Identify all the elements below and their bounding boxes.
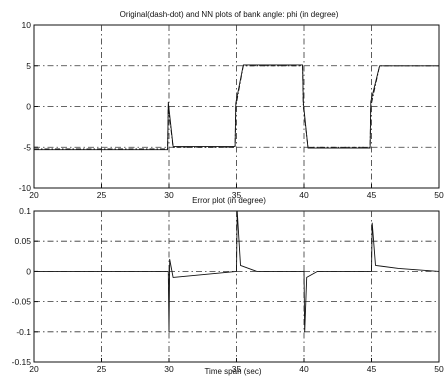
y-tick-label: 10 (22, 20, 32, 30)
x-tick-label: 25 (97, 364, 107, 374)
x-tick-label: 35 (232, 364, 242, 374)
y-tick-label: -5 (23, 142, 31, 152)
bank-angle-plot: Original(dash-dot) and NN plots of bank … (19, 10, 444, 200)
x-tick-label: 50 (434, 364, 444, 374)
x-tick-label: 25 (97, 190, 107, 200)
y-tick-label: 0.1 (19, 206, 31, 216)
nn-series-line (34, 64, 439, 151)
top-plot-title: Original(dash-dot) and NN plots of bank … (120, 10, 339, 19)
y-tick-label: -0.1 (16, 327, 31, 337)
y-tick-label: 5 (26, 61, 31, 71)
y-tick-label: 0.05 (14, 236, 31, 246)
y-tick-label: -0.05 (12, 297, 32, 307)
y-tick-label: -10 (19, 183, 32, 193)
x-tick-label: 35 (232, 190, 242, 200)
error-series-line (34, 210, 440, 333)
x-tick-label: 50 (434, 190, 444, 200)
x-axis-label: Time span (sec) (204, 367, 261, 376)
x-tick-label: 20 (29, 190, 39, 200)
y-tick-label: -0.15 (12, 357, 32, 367)
x-tick-label: 40 (299, 190, 309, 200)
y-tick-label: 0 (26, 266, 31, 276)
x-tick-label: 45 (367, 190, 377, 200)
x-tick-label: 30 (164, 364, 174, 374)
bottom-plot-title: Error plot (in degree) (192, 196, 266, 205)
error-plot: Error plot (in degree) 20 25 30 35 40 45 50 -0.… (12, 196, 444, 376)
x-tick-label: 20 (29, 364, 39, 374)
x-tick-label: 30 (164, 190, 174, 200)
y-tick-label: 0 (26, 102, 31, 112)
x-tick-label: 45 (367, 364, 377, 374)
x-tick-label: 40 (299, 364, 309, 374)
